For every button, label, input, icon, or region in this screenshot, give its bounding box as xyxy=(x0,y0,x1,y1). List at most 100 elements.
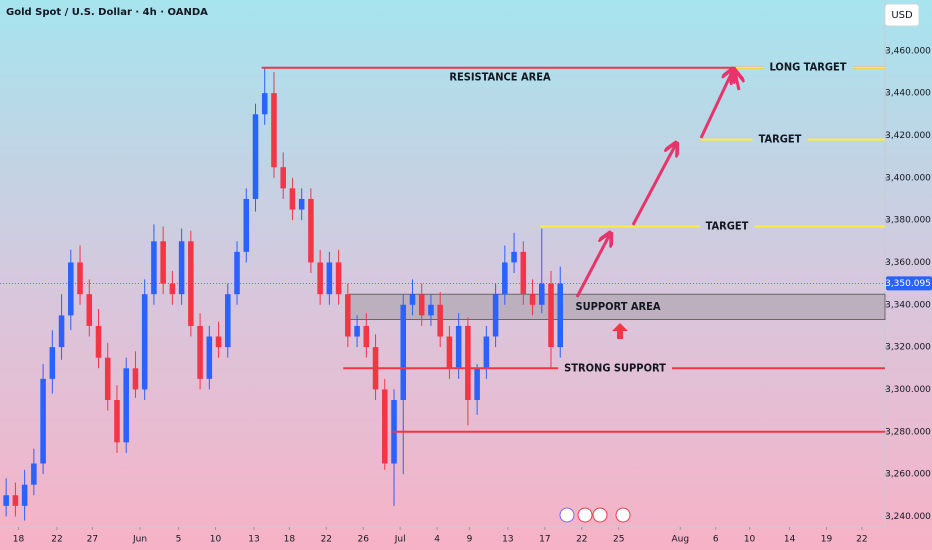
x-tick-label: 22 xyxy=(51,535,62,545)
arrow xyxy=(631,144,676,226)
event-icon xyxy=(559,507,575,523)
x-tick-label: 13 xyxy=(502,535,513,545)
candle-body xyxy=(280,167,286,189)
x-tick-label: 22 xyxy=(576,535,587,545)
label-bg xyxy=(699,223,755,230)
candle-body xyxy=(400,304,407,401)
arrows xyxy=(575,70,739,298)
candle-body xyxy=(114,400,120,443)
candle-body xyxy=(68,262,74,316)
event-icons xyxy=(559,507,631,523)
candle-body xyxy=(188,241,194,326)
candle-body xyxy=(197,325,203,379)
arrow xyxy=(575,234,610,298)
candle-body xyxy=(252,114,259,199)
candle-body xyxy=(317,262,323,295)
y-tick-label: 3,320.000 xyxy=(885,343,931,353)
candle-body xyxy=(298,198,305,210)
y-tick-label: 3,240.000 xyxy=(885,512,931,522)
candle-body xyxy=(520,251,527,295)
candle-body xyxy=(225,294,231,348)
candle-body xyxy=(409,294,416,305)
candle-body xyxy=(123,368,129,443)
x-tick-label: 6 xyxy=(713,535,719,545)
plot: 3,240.000 3,260.000 3,280.000 3,300.000 3,32… xyxy=(0,46,932,545)
candle-body xyxy=(326,262,333,295)
candle-body xyxy=(104,357,111,401)
up-arrow xyxy=(612,323,628,339)
event-icon xyxy=(615,507,631,523)
x-tick-label: 5 xyxy=(176,535,182,545)
last-price-box xyxy=(886,276,932,291)
candle-body xyxy=(474,368,480,401)
level-label: RESISTANCE AREA xyxy=(449,71,551,84)
candle-body xyxy=(261,93,268,115)
x-tick-label: 19 xyxy=(821,535,833,545)
candle-body xyxy=(49,347,56,379)
event-icon xyxy=(577,507,593,523)
candle-body xyxy=(502,262,508,295)
level-label: TARGET xyxy=(759,133,802,146)
y-tick-label: 3,360.000 xyxy=(885,258,931,268)
y-tick-label: 3,260.000 xyxy=(885,470,931,480)
candle-body xyxy=(151,241,157,295)
candle-body xyxy=(529,294,536,305)
candle-body xyxy=(418,294,425,316)
candle-body xyxy=(354,325,360,337)
x-tick-label: 13 xyxy=(248,535,259,545)
label-bg xyxy=(763,64,853,71)
x-tick-label: 18 xyxy=(284,535,296,545)
x-tick-label: 22 xyxy=(856,535,867,545)
candle-body xyxy=(178,241,185,295)
currency-label: USD xyxy=(891,10,913,21)
candle-body xyxy=(40,378,46,464)
level-label: LONG TARGET xyxy=(770,61,847,74)
x-tick-label: 25 xyxy=(613,535,624,545)
x-tick-label: 9 xyxy=(467,535,473,545)
candle-body xyxy=(169,283,176,295)
candle-body xyxy=(31,463,37,485)
candle-body xyxy=(12,495,19,506)
candle-body xyxy=(539,283,545,305)
chart-title: Gold Spot / U.S. Dollar · 4h · OANDA xyxy=(6,7,208,18)
y-tick-label: 3,380.000 xyxy=(885,216,931,226)
y-tick-label: 3,280.000 xyxy=(885,427,931,437)
x-tick-label: 4 xyxy=(434,535,440,545)
arrow xyxy=(699,70,733,139)
candle-body xyxy=(3,495,9,506)
last-price-label: 3,350.095 xyxy=(885,279,931,289)
arrow xyxy=(735,72,739,91)
candle-body xyxy=(345,294,351,337)
event-icon xyxy=(592,507,608,523)
y-tick-label: 3,340.000 xyxy=(885,300,931,310)
x-tick-label: 10 xyxy=(744,535,756,545)
candle-body xyxy=(335,262,342,295)
candle-body xyxy=(243,198,250,252)
x-tick-label: 27 xyxy=(87,535,98,545)
candle-body xyxy=(308,198,314,263)
candle-body xyxy=(492,294,499,337)
candle-body xyxy=(95,325,102,358)
candle-body xyxy=(446,336,453,369)
candle-body xyxy=(363,325,370,348)
candle-body xyxy=(557,283,564,348)
x-tick-label: 10 xyxy=(210,535,222,545)
candle-body xyxy=(86,294,93,326)
y-tick-label: 3,440.000 xyxy=(885,89,931,99)
candle-body xyxy=(511,251,517,263)
x-tick-label: 17 xyxy=(539,535,550,545)
level-label: TARGET xyxy=(706,219,749,232)
label-bg xyxy=(752,136,808,143)
x-tick-label: 14 xyxy=(784,535,796,545)
x-tick-label: 26 xyxy=(358,535,370,545)
candle-body xyxy=(132,368,139,390)
candle-body xyxy=(58,315,65,348)
zone-label: SUPPORT AREA xyxy=(575,300,660,313)
x-tick-label: 22 xyxy=(321,535,332,545)
candle-body xyxy=(271,93,277,168)
y-tick-label: 3,420.000 xyxy=(885,131,931,141)
x-tick-label: Aug xyxy=(672,535,690,545)
currency-button[interactable] xyxy=(884,3,920,27)
